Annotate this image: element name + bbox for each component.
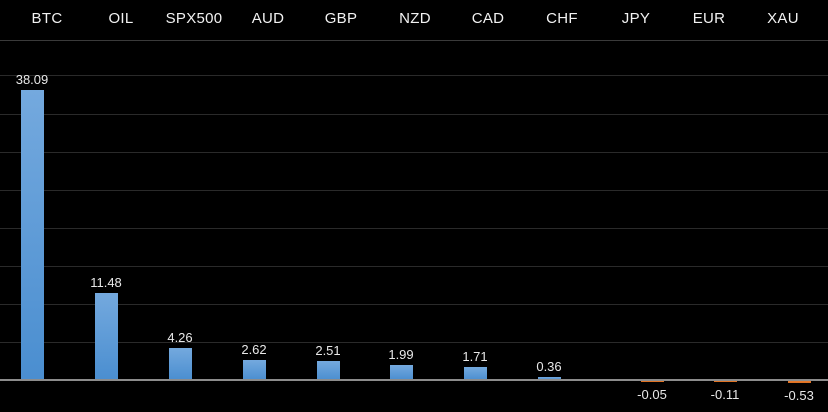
value-label-chf: 0.36 (536, 359, 562, 375)
bar-xau (787, 379, 811, 383)
column-header-cad: CAD (471, 10, 505, 27)
bar-oil (94, 292, 118, 380)
bar-chf (537, 377, 561, 380)
grid-line (0, 190, 828, 191)
grid-line (0, 75, 828, 76)
grid-line (0, 266, 828, 267)
value-label-spx500: 4.26 (167, 329, 193, 345)
value-label-aud: 2.62 (241, 342, 267, 358)
grid-line (0, 342, 828, 343)
value-label-jpy: -0.05 (637, 386, 667, 402)
value-label-xau: -0.53 (784, 388, 814, 403)
value-label-nzd: 1.99 (388, 346, 414, 362)
bar-btc (20, 90, 44, 380)
bar-nzd (389, 364, 413, 380)
grid-line (0, 114, 828, 115)
value-label-btc: 38.09 (15, 72, 49, 87)
grid-line (0, 152, 828, 153)
column-header-eur: EUR (692, 10, 726, 27)
bar-spx500 (168, 347, 192, 380)
column-header-xau: XAU (767, 10, 799, 27)
bar-cad (463, 367, 487, 380)
column-header-chf: CHF (546, 10, 578, 27)
column-header-btc: BTC (31, 10, 63, 27)
column-header-aud: AUD (251, 10, 285, 27)
grid-line (0, 228, 828, 229)
value-label-gbp: 2.51 (315, 342, 341, 358)
column-header-oil: OIL (108, 10, 134, 27)
value-label-cad: 1.71 (462, 349, 488, 364)
column-header-jpy: JPY (621, 10, 651, 27)
bar-gbp (316, 360, 340, 380)
x-axis-zero-line (0, 379, 828, 381)
column-header-spx500: SPX500 (165, 10, 223, 27)
column-header-nzd: NZD (399, 10, 431, 27)
header-divider-line (0, 40, 828, 41)
grid-line (0, 304, 828, 305)
value-label-eur: -0.11 (710, 386, 740, 402)
value-label-oil: 11.48 (90, 274, 122, 290)
column-header-gbp: GBP (324, 10, 358, 27)
bar-aud (242, 360, 266, 380)
